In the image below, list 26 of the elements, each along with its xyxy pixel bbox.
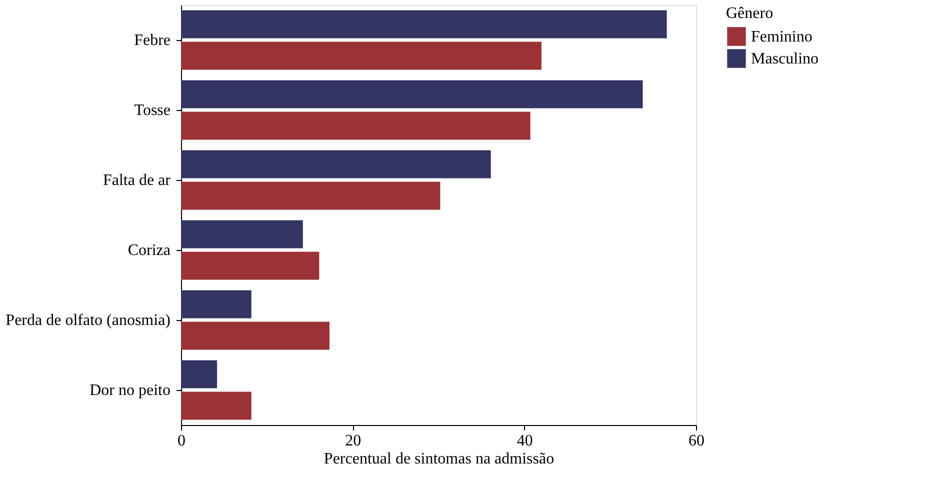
bar [181, 80, 643, 108]
y-tick-label: Tosse [134, 102, 170, 119]
y-tick-label: Dor no peito [90, 382, 170, 399]
bar [181, 322, 330, 350]
bar [181, 220, 303, 248]
y-tick-label: Febre [134, 32, 170, 49]
bar [181, 42, 542, 70]
x-tick-label: 40 [516, 432, 533, 450]
x-axis-title: Percentual de sintomas na admissão [324, 450, 554, 468]
x-tick-label: 0 [178, 432, 186, 450]
legend-title: Gênero [726, 5, 774, 22]
y-tick-label: Perda de olfato (anosmia) [6, 312, 170, 329]
bar [181, 392, 252, 420]
bar [181, 290, 252, 318]
bar [181, 360, 218, 388]
x-tick-label: 60 [688, 432, 704, 450]
bar [181, 10, 667, 38]
y-tick-label: Coriza [128, 242, 170, 259]
bar [181, 112, 530, 140]
legend-label: Masculino [751, 50, 819, 68]
y-tick-label: Falta de ar [102, 172, 172, 189]
legend-label: Feminino [751, 28, 812, 46]
bar [181, 252, 320, 280]
bar [181, 150, 491, 178]
bar [181, 182, 440, 210]
x-tick-label: 20 [345, 432, 362, 450]
